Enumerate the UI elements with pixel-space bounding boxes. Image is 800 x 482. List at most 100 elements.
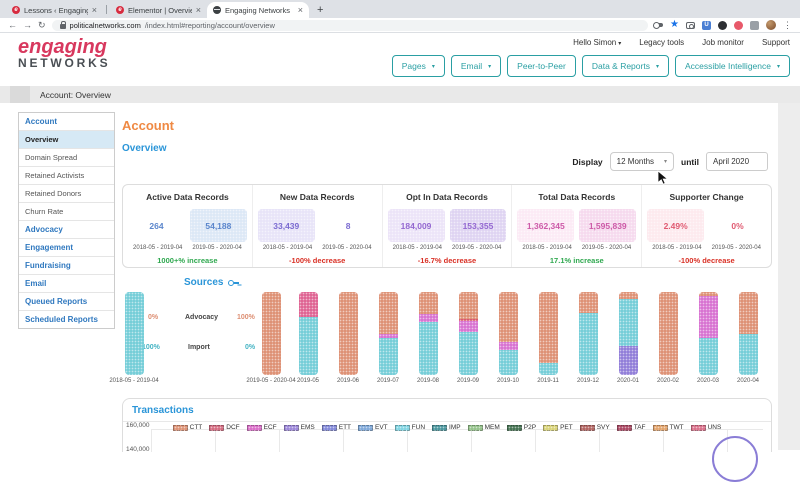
bar-segment-advocacy: [738, 292, 758, 334]
url-domain: politicalnetworks.com: [69, 20, 141, 30]
reload-icon[interactable]: ↻: [38, 19, 46, 30]
camera-icon[interactable]: [686, 21, 695, 29]
period-select-value: 12 Months: [616, 157, 655, 166]
nav-button-data-reports[interactable]: Data & Reports ▾: [581, 55, 669, 77]
stat-value-box: 184,009: [387, 209, 445, 242]
nav-button-email[interactable]: Email ▾: [450, 55, 502, 77]
stat-value-box: 33,439: [257, 209, 315, 242]
legend-item-ems: EMS: [283, 424, 315, 431]
profile-avatar[interactable]: [766, 20, 776, 30]
extension-red-icon[interactable]: [734, 20, 743, 30]
stat-values: 2.49% 0%: [647, 209, 766, 242]
elementor-favicon-icon: e: [116, 6, 124, 14]
source-bar: [738, 292, 758, 375]
globe-favicon-icon: [213, 6, 221, 14]
sidebar-item-retained-activists[interactable]: Retained Activists: [19, 167, 114, 185]
legend-code: SVY: [596, 424, 610, 431]
stats-panel: Active Data Records 264 54,188 2018-05 - 20…: [122, 184, 772, 268]
sidebar-item-fundraising[interactable]: Fundraising: [19, 257, 114, 275]
sidebar-item-overview[interactable]: Overview: [19, 131, 114, 149]
stat-value-box: 0%: [731, 220, 744, 231]
sources-title: Sources: [184, 277, 240, 288]
stat-values: 33,439 8: [257, 209, 377, 242]
header-link-support[interactable]: Support: [761, 38, 790, 47]
legend-code: ETT: [338, 424, 352, 431]
source-bar: [298, 292, 318, 375]
tab-close-icon[interactable]: ×: [297, 4, 303, 15]
nav-button-label: Data & Reports: [591, 61, 650, 71]
stat-card-new-data-records: New Data Records 33,439 8 2018-05 - 2019-04…: [253, 185, 383, 267]
legend-swatch: [283, 424, 299, 431]
legend-code: EVT: [375, 424, 388, 431]
advocacy-pct-period1: 0%: [148, 314, 159, 321]
stat-period: 2019-05 - 2020-04: [322, 245, 372, 251]
browser-tab[interactable]: e Elementor | Overview Report×: [110, 2, 207, 18]
extension-dark-icon[interactable]: [718, 20, 727, 30]
until-date-input[interactable]: [706, 152, 768, 171]
tab-close-icon[interactable]: ×: [195, 4, 201, 15]
new-tab-button[interactable]: +: [317, 4, 324, 16]
nav-button-pages[interactable]: Pages ▾: [391, 55, 445, 77]
stat-title: Supporter Change: [669, 192, 744, 202]
key-icon[interactable]: [653, 22, 664, 29]
legend-item-taf: TAF: [616, 424, 646, 431]
bar-segment-advocacy: [698, 292, 718, 297]
sidebar-item-advocacy[interactable]: Advocacy: [19, 221, 114, 239]
bookmark-star-icon[interactable]: ★: [670, 19, 679, 30]
menu-dots-icon[interactable]: ⋮: [783, 19, 792, 30]
sidebar-item-engagement[interactable]: Engagement: [19, 239, 114, 257]
sidebar-item-account[interactable]: Account: [19, 113, 114, 131]
extension-u-icon[interactable]: U: [702, 20, 711, 30]
transactions-divider: [123, 421, 771, 422]
sidebar-item-scheduled-reports[interactable]: Scheduled Reports: [25, 315, 98, 324]
display-controls: Display 12 Months ▾ until: [572, 152, 768, 171]
source-bar-label: 2020-01: [616, 378, 640, 384]
period-select[interactable]: 12 Months ▾: [609, 152, 675, 171]
logo-networks: NETWORKS: [18, 56, 111, 70]
key-icon[interactable]: [228, 278, 240, 288]
back-icon[interactable]: ←: [8, 19, 17, 30]
sources-chart: 0% Advocacy 100% 100% Import 0% 2018-05 …: [0, 292, 780, 388]
legend-swatch: [579, 424, 595, 431]
source-bar-label: 2019-05 - 2020-04: [246, 378, 296, 384]
browser-tab[interactable]: e Lessons ‹ Engaging Networks×: [6, 2, 103, 18]
header-link-job-monitor[interactable]: Job monitor: [702, 38, 744, 47]
sidebar-item-queued-reports[interactable]: Queued Reports: [19, 293, 114, 311]
source-bar-group: 2019-07: [368, 292, 408, 384]
sidebar-item-domain-spread[interactable]: Domain Spread: [19, 149, 114, 167]
forward-icon[interactable]: →: [23, 19, 32, 30]
puzzle-extensions-icon[interactable]: [750, 20, 759, 30]
sidebar-item-email[interactable]: Email: [19, 275, 114, 293]
legend-code: PET: [560, 424, 573, 431]
source-bar-group: 2019-12: [568, 292, 608, 384]
bar-segment-other2: [458, 319, 478, 322]
legend-swatch: [172, 424, 188, 431]
browser-tab[interactable]: Engaging Networks ×: [207, 2, 309, 18]
legend-item-ctt: CTT: [172, 424, 202, 431]
main-nav: Pages ▾ Email ▾ Peer-to-Peer Data & Reports ▾ A…: [391, 55, 790, 77]
sidebar-item-churn-rate[interactable]: Churn Rate: [19, 203, 114, 221]
stat-period: 2019-05 - 2020-04: [581, 245, 632, 251]
stat-card-active-data-records: Active Data Records 264 54,188 2018-05 - 20…: [123, 185, 253, 267]
source-bar-group: 2019-08: [408, 292, 448, 384]
address-bar[interactable]: politicalnetworks.com/index.html#reporti…: [51, 19, 649, 31]
bar-segment-other3: [618, 345, 638, 375]
nav-button-peer-to-peer[interactable]: Peer-to-Peer: [507, 55, 576, 77]
advocacy-pct-period2: 100%: [237, 314, 255, 321]
nav-button-accessible-intelligence[interactable]: Accessible Intelligence ▾: [674, 55, 790, 77]
source-bar: [538, 292, 558, 375]
chevron-down-icon: ▾: [664, 159, 668, 165]
stat-card-opt-in-data-records: Opt In Data Records 184,009 153,355 2018-05…: [383, 185, 513, 267]
lock-icon[interactable]: [59, 20, 66, 29]
header-link-legacy-tools[interactable]: Legacy tools: [639, 38, 685, 47]
sidebar-item-retained-donors[interactable]: Retained Donors: [19, 185, 114, 203]
legend-swatch: [616, 424, 632, 431]
user-menu[interactable]: Hello Simon ▾: [573, 38, 622, 47]
tab-close-icon[interactable]: ×: [91, 4, 97, 15]
source-bar-group: 2018-05 - 2019-04: [109, 292, 159, 384]
legend-code: TWT: [669, 424, 684, 431]
bar-segment-import: [298, 316, 318, 375]
bar-segment-import: [618, 298, 638, 346]
bar-segment-import: [698, 337, 718, 375]
stat-title: New Data Records: [279, 192, 355, 202]
